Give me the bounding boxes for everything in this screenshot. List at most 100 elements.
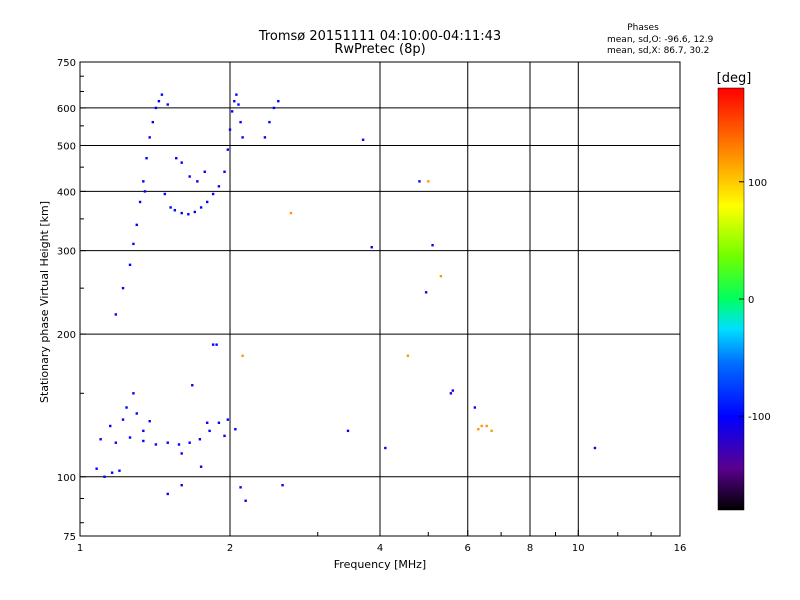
echo-point [118,469,121,472]
x-tick-label: 6 [465,543,471,554]
chart-title: Tromsø 20151111 04:10:00-04:11:43 [258,29,501,44]
echo-point [95,467,98,470]
echo-point [241,354,244,357]
x-tick-label: 8 [527,543,533,554]
echo-point [215,343,218,346]
echo-point [230,110,234,113]
echo-point [217,185,221,188]
echo-point [473,406,477,409]
echo-point [138,200,142,204]
y-tick-label: 750 [57,58,76,69]
echo-point [268,120,271,124]
echo-point [157,99,161,103]
echo-point [193,210,197,214]
echo-point [175,157,178,160]
echo-point [239,120,242,124]
echo-point [180,211,183,215]
echo-point [205,200,209,204]
echo-point [148,136,151,139]
echo-point [142,439,145,443]
echo-point [110,471,114,474]
echo-point [370,246,373,249]
echo-point [191,384,194,387]
phase-stats: Phases mean, sd,O: -96.6, 12.9 mean, sd,… [607,23,714,56]
echo-point [135,412,138,415]
echo-point [361,138,365,141]
echo-point [449,392,453,395]
echo-point [180,161,183,164]
echo-point [439,274,443,278]
colorbar-tick-label: 100 [748,178,767,189]
phase-stats-heading: Phases [627,23,659,33]
echo-point [244,499,247,502]
echo-point [166,441,169,444]
y-tick-label: 200 [57,330,76,341]
echo-point [188,441,191,444]
echo-point [121,418,125,421]
echo-point [237,103,240,106]
echo-point [198,438,202,441]
echo-point [196,180,199,183]
x-tick-label: 2 [227,543,233,554]
echo-point [109,424,112,428]
echo-point [480,424,483,428]
x-tick-label: 1 [77,543,83,554]
y-tick-label: 600 [57,104,76,115]
echo-point [148,419,151,423]
echo-point [125,406,128,409]
echo-point [239,486,242,489]
phase-stats-x: mean, sd,X: 86.7, 30.2 [607,46,709,56]
echo-point [188,175,191,178]
echo-point [99,438,102,441]
x-axis-label: Frequency [MHz] [334,558,426,571]
echo-point [451,389,455,392]
echo-point [114,441,118,444]
echo-point [235,93,238,96]
colorbar-tick-label: 0 [748,295,754,306]
echo-point [180,452,183,455]
echo-point [406,354,410,357]
echo-point [128,436,132,439]
y-tick-label: 75 [63,532,76,543]
y-tick-label: 400 [57,187,76,198]
echo-point [593,446,597,450]
y-axis-label: Stationary phase Virtual Height [km] [38,201,51,403]
axis-ticks: 1 2 4 6 8 10 16 75 100 200 300 400 500 600 750 [57,58,686,554]
echo-point [145,157,148,160]
echo-point [166,492,169,496]
echo-point [132,392,135,395]
echo-point [384,446,387,450]
y-tick-label: 300 [57,247,76,258]
echo-point [187,213,190,216]
echo-point [241,136,244,139]
echo-point [427,180,430,183]
echo-point [223,434,226,438]
echo-point [223,170,226,173]
x-tick-label: 16 [674,543,687,554]
echo-point [103,475,106,478]
chart-subtitle: RwPretec (8p) [334,42,425,57]
x-tick-label: 10 [572,543,585,554]
echo-point [211,192,215,196]
echo-point [226,148,230,151]
echo-point [163,192,167,196]
echo-point [289,211,293,215]
echo-point [132,242,135,246]
echo-point [277,99,280,103]
y-tick-label: 500 [57,141,76,152]
echo-point [180,483,183,487]
echo-points [95,93,597,502]
echo-point [205,421,209,424]
echo-point [431,244,434,247]
echo-point [477,428,480,431]
echo-point [203,170,206,173]
echo-point [272,106,276,110]
echo-point [485,424,488,428]
echo-point [199,465,203,468]
echo-point [151,120,155,124]
echo-point [281,483,284,487]
echo-point [233,99,236,103]
echo-point [173,209,177,212]
x-tick-label: 4 [377,543,383,554]
